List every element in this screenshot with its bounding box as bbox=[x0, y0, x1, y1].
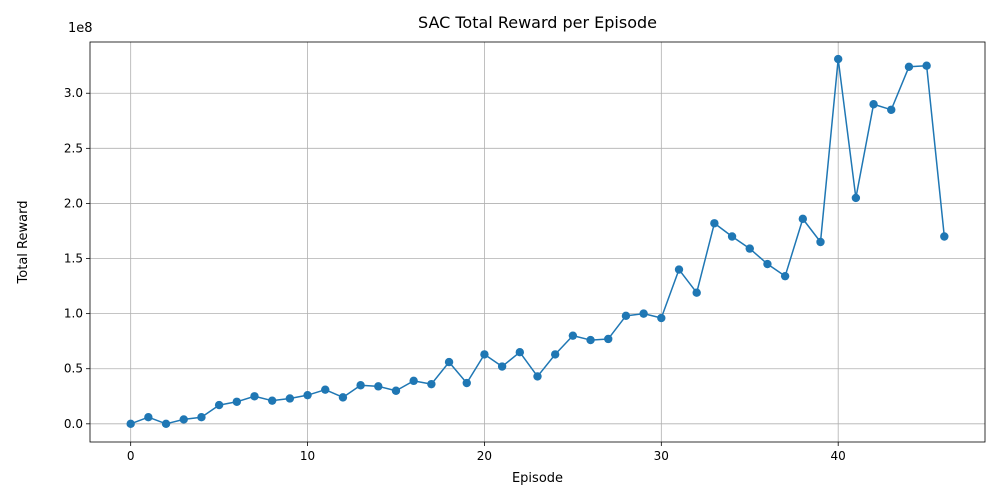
data-point bbox=[816, 237, 825, 247]
data-point bbox=[409, 376, 418, 386]
data-point bbox=[497, 362, 507, 371]
data-point bbox=[727, 232, 737, 241]
y-tick-label: 0.0 bbox=[64, 417, 83, 431]
data-point bbox=[922, 61, 931, 70]
series-layer bbox=[126, 54, 949, 429]
plot-frame bbox=[89, 41, 986, 443]
data-point bbox=[639, 309, 648, 318]
data-point bbox=[285, 394, 295, 403]
data-point bbox=[515, 347, 525, 357]
y-tick-label: 1.5 bbox=[64, 252, 83, 266]
y-tick-label: 0.5 bbox=[64, 362, 83, 376]
data-point bbox=[126, 419, 135, 429]
data-point bbox=[745, 244, 754, 253]
data-point bbox=[267, 396, 277, 405]
y-tick-label: 2.0 bbox=[64, 196, 83, 210]
data-point bbox=[674, 265, 684, 274]
data-point bbox=[550, 350, 560, 359]
data-point bbox=[356, 381, 365, 390]
data-point bbox=[250, 392, 259, 401]
x-tick-label: 40 bbox=[831, 449, 846, 463]
x-tick-label: 30 bbox=[654, 449, 669, 463]
data-point bbox=[568, 331, 578, 340]
data-point bbox=[586, 335, 595, 345]
y-tick-label: 2.5 bbox=[64, 141, 83, 155]
data-point bbox=[214, 400, 224, 410]
chart-title: SAC Total Reward per Episode bbox=[418, 13, 657, 32]
data-point bbox=[179, 415, 188, 424]
data-point bbox=[780, 271, 790, 281]
data-point bbox=[940, 232, 949, 241]
data-point bbox=[462, 378, 471, 388]
data-point bbox=[869, 100, 878, 109]
data-point bbox=[480, 350, 489, 359]
x-tick-label: 20 bbox=[477, 449, 492, 463]
data-point bbox=[303, 390, 312, 400]
y-axis-offset-label: 1e8 bbox=[68, 21, 93, 36]
grid-lines bbox=[90, 42, 985, 442]
data-point bbox=[763, 259, 772, 269]
y-tick-label: 1.0 bbox=[64, 307, 83, 321]
data-point bbox=[533, 372, 542, 381]
data-point bbox=[710, 219, 719, 228]
data-point bbox=[338, 393, 348, 402]
data-point bbox=[391, 386, 401, 395]
data-point bbox=[657, 313, 666, 323]
data-point bbox=[144, 413, 153, 422]
data-point bbox=[604, 334, 613, 344]
data-point bbox=[427, 379, 436, 389]
data-point bbox=[692, 288, 701, 297]
y-tick-label: 3.0 bbox=[64, 86, 83, 100]
x-tick-label: 0 bbox=[127, 449, 135, 463]
data-point bbox=[851, 193, 861, 203]
x-tick-label: 10 bbox=[300, 449, 315, 463]
data-point bbox=[161, 419, 171, 429]
y-axis-label: Total Reward bbox=[16, 201, 31, 285]
data-point bbox=[232, 397, 242, 406]
data-point bbox=[621, 311, 631, 321]
data-point bbox=[197, 413, 206, 422]
data-point bbox=[833, 54, 843, 64]
data-point bbox=[798, 214, 808, 224]
data-point bbox=[444, 357, 454, 367]
x-axis-label: Episode bbox=[512, 471, 563, 486]
axis-ticks: 0 10 20 30 40 0.0 0.5 1.0 1.5 2.0 2.5 3.0 bbox=[64, 86, 846, 463]
data-point bbox=[374, 382, 383, 391]
data-point bbox=[887, 105, 896, 114]
data-point bbox=[321, 385, 330, 394]
data-point bbox=[904, 62, 914, 71]
